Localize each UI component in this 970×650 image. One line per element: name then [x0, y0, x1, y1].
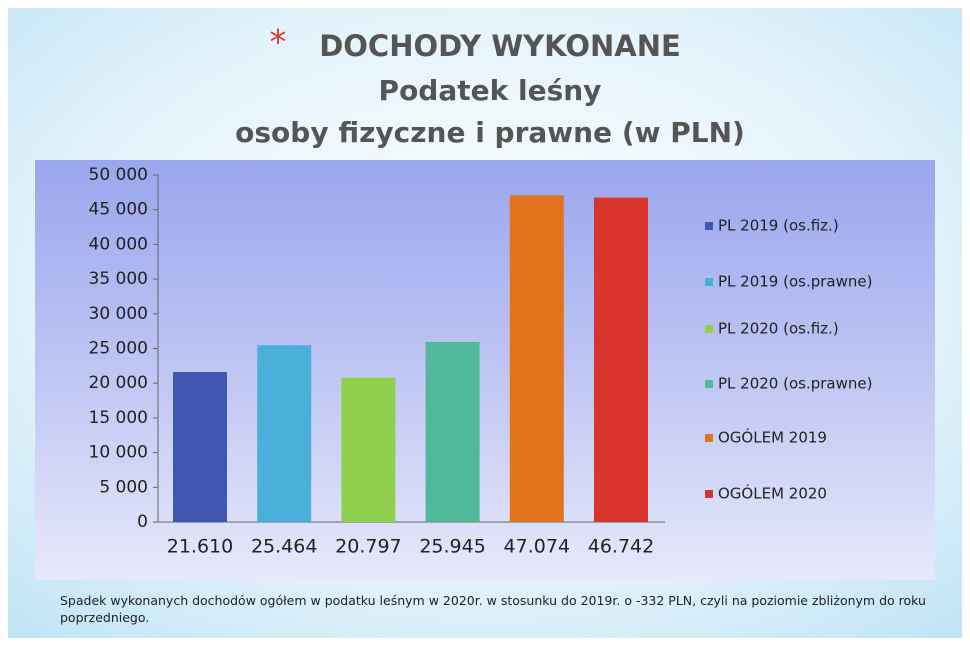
legend-label: OGÓLEM 2020	[718, 484, 827, 503]
bar	[425, 341, 480, 522]
chart-subtitle: osoby fizyczne i prawne (w PLN)	[235, 116, 745, 149]
y-tick-label: 25 000	[89, 339, 148, 359]
legend-label: PL 2020 (os.fiz.)	[718, 320, 839, 338]
chart-title: DOCHODY WYKONANE	[319, 29, 681, 63]
y-tick-label: 5 000	[99, 477, 148, 497]
y-tick-label: 50 000	[89, 165, 148, 185]
note-box: Spadek wykonanych dochodów ogółem w poda…	[60, 593, 926, 625]
title-marker: *	[270, 23, 287, 63]
bar	[173, 372, 227, 522]
x-tick-label: 25.945	[419, 536, 485, 558]
legend-swatch	[705, 380, 713, 388]
legend-label: PL 2019 (os.prawne)	[718, 273, 872, 291]
legend-swatch	[705, 278, 713, 286]
legend-label: OGÓLEM 2019	[718, 428, 827, 447]
y-tick-label: 20 000	[89, 373, 148, 393]
legend-label: PL 2020 (os.prawne)	[718, 375, 872, 393]
y-tick-label: 15 000	[89, 408, 148, 428]
x-tick-label: 21.610	[167, 536, 233, 558]
y-tick-label: 45 000	[89, 200, 148, 220]
y-tick-label: 0	[137, 512, 148, 532]
legend-swatch	[705, 434, 713, 442]
x-tick-label: 20.797	[335, 536, 401, 558]
bar	[257, 345, 312, 522]
legend-swatch	[705, 325, 713, 333]
plot: 0 5 000 10 000 15 000 20 000 25 000 30 000 35 0…	[89, 165, 873, 558]
y-tick-label: 35 000	[89, 269, 148, 289]
bar	[341, 377, 396, 522]
x-tick-label: 25.464	[251, 536, 317, 558]
chart-subtitle: Podatek leśny	[379, 74, 602, 107]
legend-swatch	[705, 222, 713, 230]
legend-label: PL 2019 (os.fiz.)	[718, 217, 839, 235]
bar	[594, 197, 648, 522]
y-tick-label: 30 000	[89, 304, 148, 324]
note: Spadek wykonanych dochodów ogółem w poda…	[60, 593, 926, 625]
y-tick-label: 10 000	[89, 443, 148, 463]
bar	[509, 195, 564, 522]
x-tick-label: 47.074	[504, 536, 570, 558]
legend-swatch	[705, 490, 713, 498]
x-tick-label: 46.742	[588, 536, 654, 558]
y-tick-label: 40 000	[89, 234, 148, 254]
